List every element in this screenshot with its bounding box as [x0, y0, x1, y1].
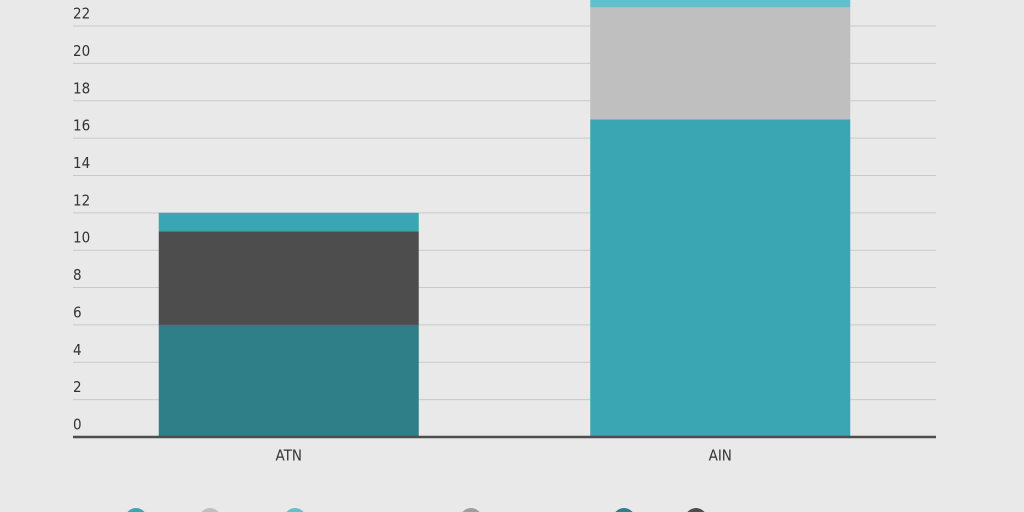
y-tick-label: 6	[73, 303, 82, 321]
y-tick-label: 8	[73, 266, 82, 284]
x-tick-label: ATN	[276, 447, 302, 465]
x-tick-label: AIN	[709, 447, 732, 465]
y-tick-label: 12	[73, 191, 90, 209]
y-tick-label: 20	[73, 42, 90, 60]
legend-swatch	[127, 508, 145, 512]
bar-segment	[590, 0, 851, 8]
y-tick-label: 14	[73, 154, 90, 172]
legend-swatch	[687, 508, 705, 512]
y-tick-label: 16	[73, 117, 90, 135]
y-tick-label: 22	[73, 5, 90, 23]
legend-swatch	[201, 508, 219, 512]
bar-segment	[590, 119, 851, 437]
bar-segment	[158, 324, 419, 437]
bar-segment	[158, 212, 419, 232]
legend-swatch	[615, 508, 633, 512]
y-tick-label: 10	[73, 229, 90, 247]
bar-segment	[590, 7, 851, 120]
legend-swatch	[286, 508, 304, 512]
bar-segment	[158, 231, 419, 325]
y-tick-label: 2	[73, 378, 82, 396]
legend-swatch	[462, 508, 480, 512]
y-tick-label: 0	[73, 416, 82, 434]
y-tick-label: 4	[73, 341, 82, 359]
y-tick-label: 18	[73, 79, 90, 97]
